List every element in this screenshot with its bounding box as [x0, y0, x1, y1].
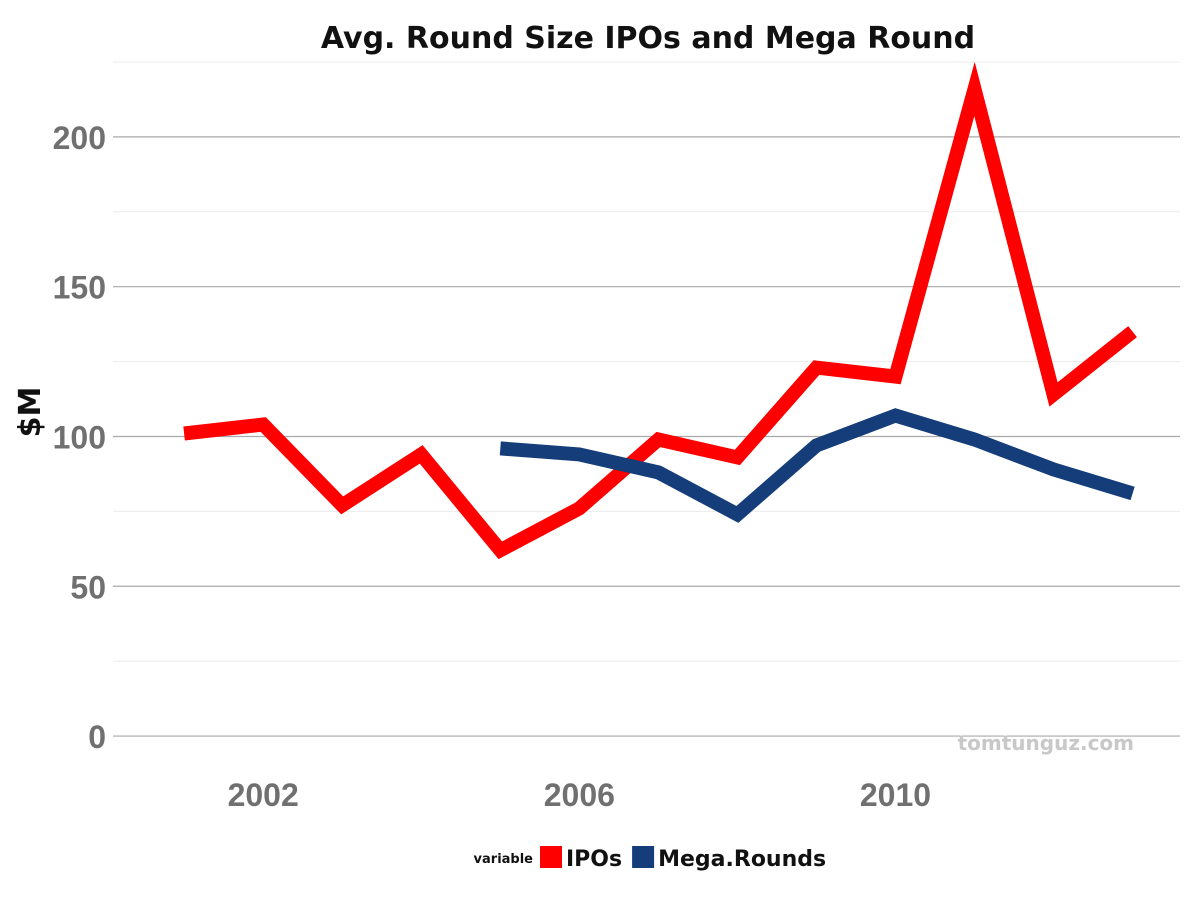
y-axis-ticks: 0 50 100 150 200: [53, 120, 106, 755]
y-tick-label: 150: [53, 270, 106, 306]
y-axis-label: $M: [13, 387, 48, 438]
legend-label: Mega.Rounds: [658, 847, 826, 872]
grid: [113, 61, 1180, 737]
watermark: tomtunguz.com: [958, 731, 1134, 755]
x-tick-label: 2006: [544, 777, 615, 813]
y-tick-label: 100: [53, 419, 106, 455]
plot-lines: [183, 61, 1137, 560]
y-tick-label: 50: [70, 569, 106, 605]
legend-title: variable: [474, 852, 534, 867]
y-tick-label: 0: [88, 719, 106, 755]
series-line-ipos: [183, 61, 1137, 560]
x-axis-ticks: 2002 2006 2010: [228, 777, 931, 813]
x-tick-label: 2010: [860, 777, 931, 813]
legend-swatch: [632, 846, 655, 868]
chart-title: Avg. Round Size IPOs and Mega Round: [321, 21, 975, 56]
legend-swatch: [540, 846, 562, 868]
x-tick-label: 2002: [228, 777, 299, 813]
y-tick-label: 200: [53, 120, 106, 156]
legend-label: IPOs: [566, 847, 622, 872]
legend: variable IPOs Mega.Rounds: [474, 846, 826, 872]
